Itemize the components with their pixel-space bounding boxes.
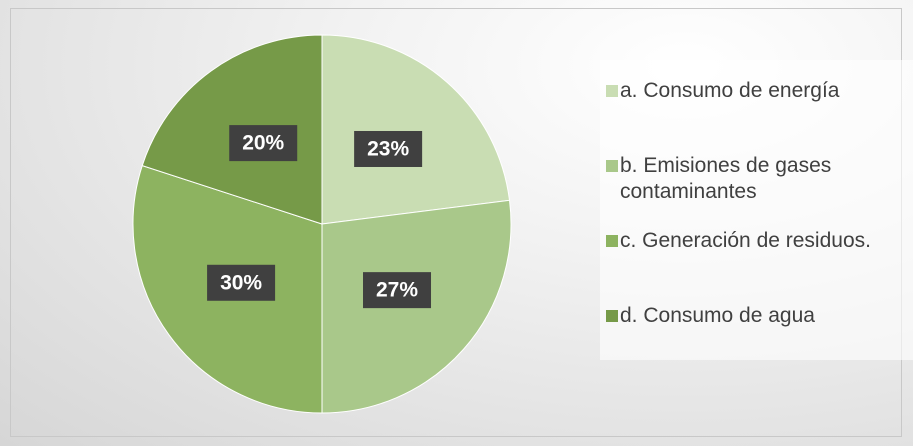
legend-label: b. Emisiones de gases contaminantes: [620, 154, 832, 203]
legend-swatch: [606, 160, 618, 172]
legend: a. Consumo de energía b. Emisiones de gas…: [600, 60, 913, 360]
pie-slice: [321, 34, 511, 225]
legend-swatch: [606, 235, 618, 247]
legend-item: a. Consumo de energía: [606, 78, 896, 104]
data-label-box: [363, 272, 432, 309]
legend-item: b. Emisiones de gases contaminantes: [606, 153, 896, 205]
legend-label: c. Generación de residuos.: [620, 229, 871, 252]
data-label-box: [207, 264, 276, 301]
data-label: 27%: [376, 279, 418, 302]
legend-label: a. Consumo de energía: [620, 79, 840, 102]
data-label: 30%: [220, 271, 262, 294]
legend-label: d. Consumo de agua: [620, 304, 815, 327]
data-label: 23%: [367, 138, 409, 161]
data-label-box: [229, 125, 298, 162]
legend-swatch: [606, 85, 618, 97]
data-label-box: [354, 130, 423, 167]
legend-item: d. Consumo de agua: [606, 303, 896, 329]
legend-swatch: [606, 310, 618, 322]
legend-item: c. Generación de residuos.: [606, 228, 896, 254]
data-label: 20%: [242, 132, 284, 155]
